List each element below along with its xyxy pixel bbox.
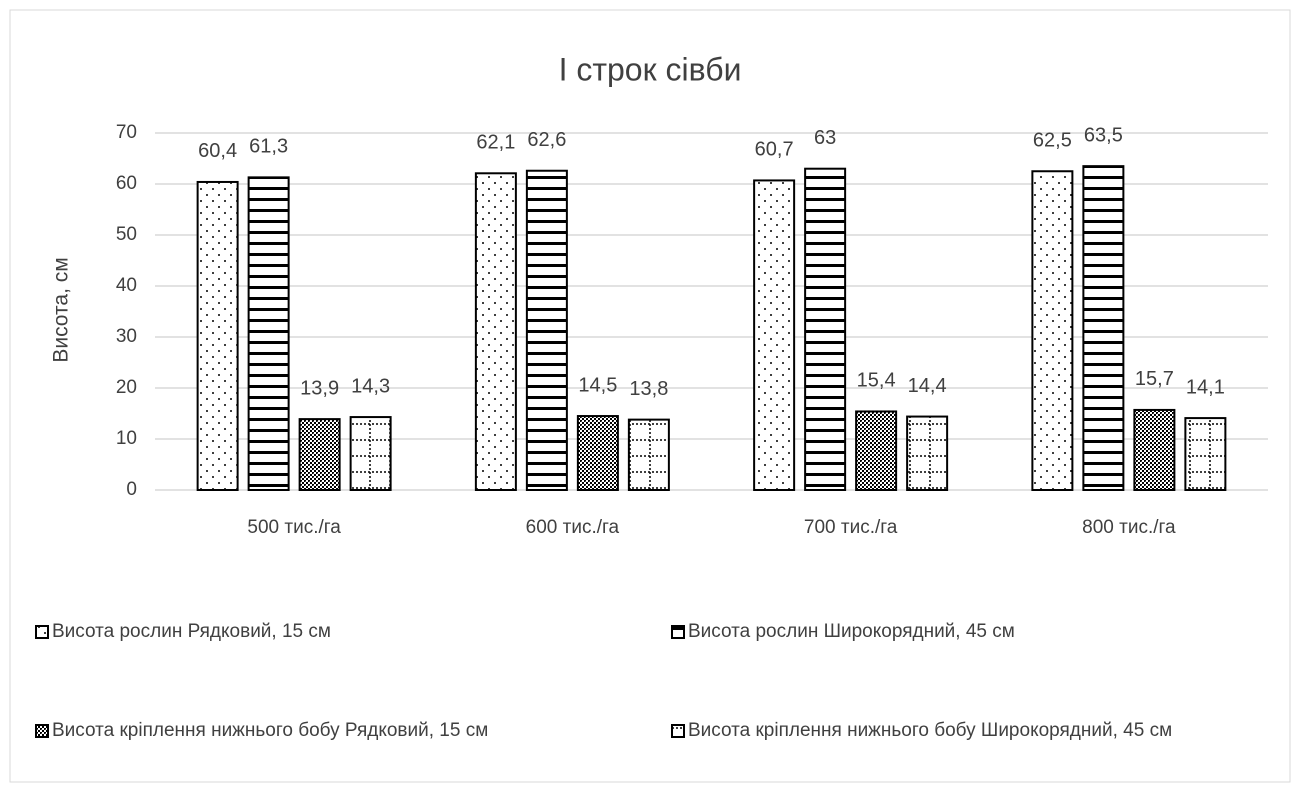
y-tick-label: 30 bbox=[116, 326, 137, 347]
legend-swatch bbox=[671, 724, 685, 738]
y-tick-label: 50 bbox=[116, 224, 137, 245]
legend-label: Висота кріплення нижнього бобу Рядковий,… bbox=[52, 720, 488, 741]
y-tick-label: 10 bbox=[116, 428, 137, 449]
bar bbox=[196, 180, 239, 492]
x-tick-label: 500 тис./га bbox=[247, 517, 341, 538]
data-label: 14,1 bbox=[1186, 376, 1225, 398]
y-tick-label: 70 bbox=[116, 122, 137, 143]
legend-swatch bbox=[35, 625, 49, 639]
bar bbox=[804, 167, 847, 491]
legend-label: Висота кріплення нижнього бобу Широкоряд… bbox=[688, 720, 1172, 741]
y-tick-label: 0 bbox=[126, 479, 137, 500]
bar bbox=[576, 415, 619, 491]
data-label: 63 bbox=[814, 127, 836, 149]
bar bbox=[1031, 170, 1074, 491]
chart-title: І строк сівби bbox=[559, 51, 742, 87]
legend-swatch bbox=[35, 724, 49, 738]
bar bbox=[525, 169, 568, 492]
data-label: 13,9 bbox=[300, 377, 339, 399]
data-label: 61,3 bbox=[249, 136, 288, 158]
legend-swatch bbox=[671, 625, 685, 639]
x-tick-label: 700 тис./га bbox=[804, 517, 898, 538]
data-label: 15,4 bbox=[857, 370, 896, 392]
data-label: 14,4 bbox=[908, 375, 947, 397]
data-label: 14,3 bbox=[351, 375, 390, 397]
x-tick-label: 800 тис./га bbox=[1082, 517, 1176, 538]
legend-label: Висота рослин Рядковий, 15 см bbox=[52, 621, 331, 642]
legend-label: Висота рослин Широкорядний, 45 см bbox=[688, 621, 1015, 642]
data-label: 13,8 bbox=[629, 378, 668, 400]
bar bbox=[855, 410, 898, 491]
bar bbox=[247, 176, 290, 491]
y-tick-label: 40 bbox=[116, 275, 137, 296]
data-label: 14,5 bbox=[578, 374, 617, 396]
data-label: 62,5 bbox=[1033, 130, 1072, 152]
bar bbox=[298, 418, 341, 491]
y-axis-label: Висота, см bbox=[50, 257, 73, 362]
bar bbox=[349, 416, 392, 492]
data-label: 60,7 bbox=[755, 139, 794, 161]
bar bbox=[1082, 165, 1125, 491]
data-label: 62,6 bbox=[527, 129, 566, 151]
bar bbox=[753, 179, 796, 491]
data-label: 15,7 bbox=[1135, 368, 1174, 390]
x-tick-label: 600 тис./га bbox=[526, 517, 620, 538]
y-tick-label: 60 bbox=[116, 173, 137, 194]
bar bbox=[627, 418, 670, 491]
y-tick-label: 20 bbox=[116, 377, 137, 398]
data-label: 63,5 bbox=[1084, 124, 1123, 146]
data-label: 62,1 bbox=[476, 132, 515, 154]
data-label: 60,4 bbox=[198, 140, 237, 162]
bar bbox=[1133, 408, 1176, 491]
bar bbox=[906, 415, 949, 491]
bar bbox=[1184, 417, 1227, 491]
bar bbox=[474, 172, 517, 491]
